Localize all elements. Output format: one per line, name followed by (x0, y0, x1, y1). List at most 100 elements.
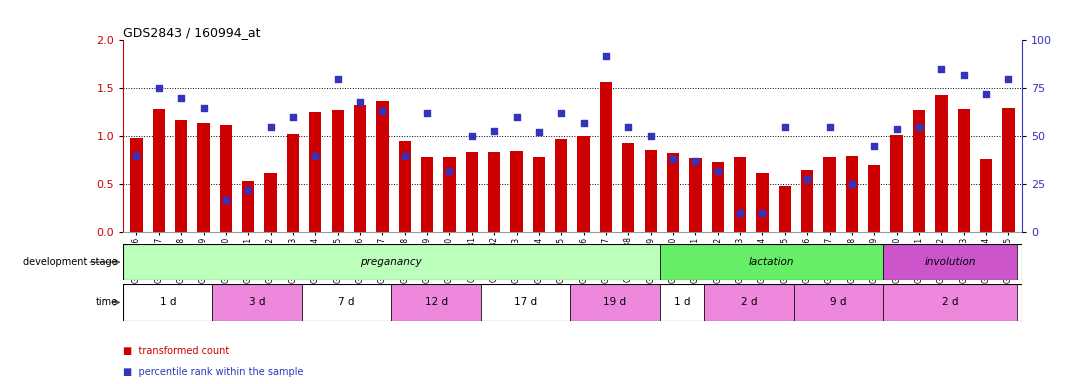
Text: 9 d: 9 d (830, 297, 846, 308)
Point (687, 158, 704, 164)
Bar (302, 284, 392, 321)
Bar (533, 157, 545, 232)
Point (240, 187, 257, 193)
Point (441, 168, 458, 174)
Bar (890, 136, 903, 232)
Bar (600, 82, 612, 232)
Point (866, 143, 883, 149)
Text: 2 d: 2 d (740, 297, 758, 308)
Text: development stage: development stage (24, 257, 118, 267)
Text: 2 d: 2 d (942, 297, 959, 308)
Bar (622, 143, 635, 232)
Bar (712, 162, 724, 232)
Bar (175, 120, 187, 232)
Point (911, 124, 928, 130)
Text: 7 d: 7 d (338, 297, 355, 308)
Text: 3 d: 3 d (249, 297, 265, 308)
Bar (354, 104, 366, 232)
Bar (779, 186, 791, 232)
Point (754, 210, 771, 216)
Bar (689, 158, 702, 232)
Bar (465, 152, 478, 232)
Point (597, 53, 614, 59)
Text: 12 d: 12 d (425, 297, 447, 308)
Bar (219, 125, 232, 232)
Bar (555, 139, 567, 232)
Bar (264, 173, 277, 232)
Bar (578, 136, 590, 232)
Bar (659, 284, 704, 321)
Point (709, 168, 727, 174)
Point (888, 126, 905, 132)
Point (418, 110, 435, 116)
Text: 17 d: 17 d (514, 297, 537, 308)
Text: preganancy: preganancy (361, 257, 423, 267)
Point (843, 181, 860, 187)
Bar (935, 95, 948, 232)
Point (486, 127, 503, 134)
Text: ■  percentile rank within the sample: ■ percentile rank within the sample (123, 367, 304, 377)
Bar (958, 109, 969, 232)
Point (933, 66, 950, 72)
Bar (287, 134, 300, 232)
Bar (197, 123, 210, 232)
Point (330, 76, 347, 82)
Text: lactation: lactation (749, 257, 794, 267)
Point (531, 129, 548, 136)
Point (463, 133, 480, 139)
Bar (480, 284, 570, 321)
Bar (213, 284, 302, 321)
Bar (801, 170, 813, 232)
Point (195, 104, 212, 111)
Point (285, 114, 302, 120)
Bar (659, 244, 883, 280)
Bar (845, 156, 858, 232)
Point (978, 91, 995, 97)
Point (373, 108, 391, 114)
Bar (377, 101, 388, 232)
Bar (704, 284, 794, 321)
Bar (883, 244, 1018, 280)
Bar (883, 284, 1018, 321)
Bar (399, 141, 411, 232)
Point (821, 124, 838, 130)
Point (217, 197, 234, 203)
Bar (913, 111, 926, 232)
Point (732, 210, 749, 216)
Bar (570, 284, 659, 321)
Point (150, 85, 167, 91)
Text: time: time (95, 297, 118, 308)
Point (956, 72, 973, 78)
Point (307, 152, 324, 159)
Bar (667, 152, 679, 232)
Bar (332, 111, 343, 232)
Bar (644, 150, 657, 232)
Bar (510, 151, 523, 232)
Point (128, 152, 146, 159)
Text: 1 d: 1 d (674, 297, 690, 308)
Point (172, 95, 189, 101)
Text: GDS2843 / 160994_at: GDS2843 / 160994_at (123, 26, 261, 39)
Bar (980, 159, 992, 232)
Point (777, 124, 794, 130)
Point (798, 175, 815, 182)
Text: involution: involution (924, 257, 976, 267)
Point (664, 156, 682, 162)
Point (396, 152, 413, 159)
Bar (153, 109, 165, 232)
Bar (824, 157, 836, 232)
Point (620, 124, 637, 130)
Point (575, 120, 592, 126)
Bar (123, 284, 213, 321)
Bar (1003, 108, 1014, 232)
Bar (794, 284, 883, 321)
Text: 1 d: 1 d (159, 297, 177, 308)
Point (508, 114, 525, 120)
Bar (421, 157, 433, 232)
Point (642, 133, 659, 139)
Bar (443, 157, 456, 232)
Bar (734, 157, 746, 232)
Bar (309, 112, 321, 232)
Point (351, 99, 368, 105)
Bar (242, 182, 255, 232)
